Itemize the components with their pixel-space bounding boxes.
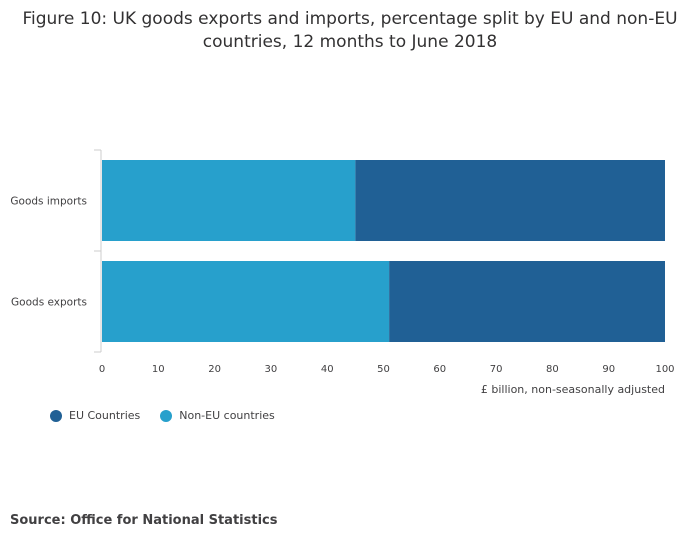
x-tick-label: 80 <box>546 364 559 375</box>
legend-swatch-non-eu <box>160 409 173 422</box>
x-tick-label: 40 <box>321 364 334 375</box>
x-axis-label: £ billion, non-seasonally adjusted <box>481 383 665 396</box>
x-tick-labels: 0 10 20 30 40 50 60 70 80 90 100 <box>99 364 675 375</box>
x-tick-label: 20 <box>208 364 221 375</box>
bar-goods-exports-eu-countries[interactable] <box>389 261 665 342</box>
bar-goods-exports-non-eu-countries[interactable] <box>102 261 390 342</box>
legend-label-eu: EU Countries <box>69 409 141 422</box>
x-tick-label: 60 <box>433 364 446 375</box>
source-note: Source: Office for National Statistics <box>10 513 278 528</box>
chart-title: Figure 10: UK goods exports and imports,… <box>22 9 678 52</box>
legend-item-eu[interactable]: EU Countries <box>50 409 140 422</box>
legend: EU Countries Non-EU countries <box>50 409 295 422</box>
x-tick-label: 30 <box>265 364 278 375</box>
bar-goods-imports-eu-countries[interactable] <box>355 160 665 241</box>
legend-item-non-eu[interactable]: Non-EU countries <box>160 409 275 422</box>
category-label: Goods imports <box>10 196 87 208</box>
axes <box>94 149 102 353</box>
legend-label-non-eu: Non-EU countries <box>179 409 275 422</box>
x-tick-label: 50 <box>377 364 390 375</box>
legend-swatch-eu <box>50 409 62 422</box>
bar-goods-imports-non-eu-countries[interactable] <box>102 160 356 241</box>
category-labels: Goods imports Goods exports <box>10 196 87 309</box>
x-tick-label: 100 <box>655 364 674 375</box>
x-tick-label: 90 <box>602 364 615 375</box>
bars <box>102 160 665 342</box>
category-label: Goods exports <box>11 297 87 309</box>
x-tick-label: 70 <box>490 364 503 375</box>
x-tick-label: 0 <box>99 364 105 375</box>
x-tick-label: 10 <box>152 364 165 375</box>
